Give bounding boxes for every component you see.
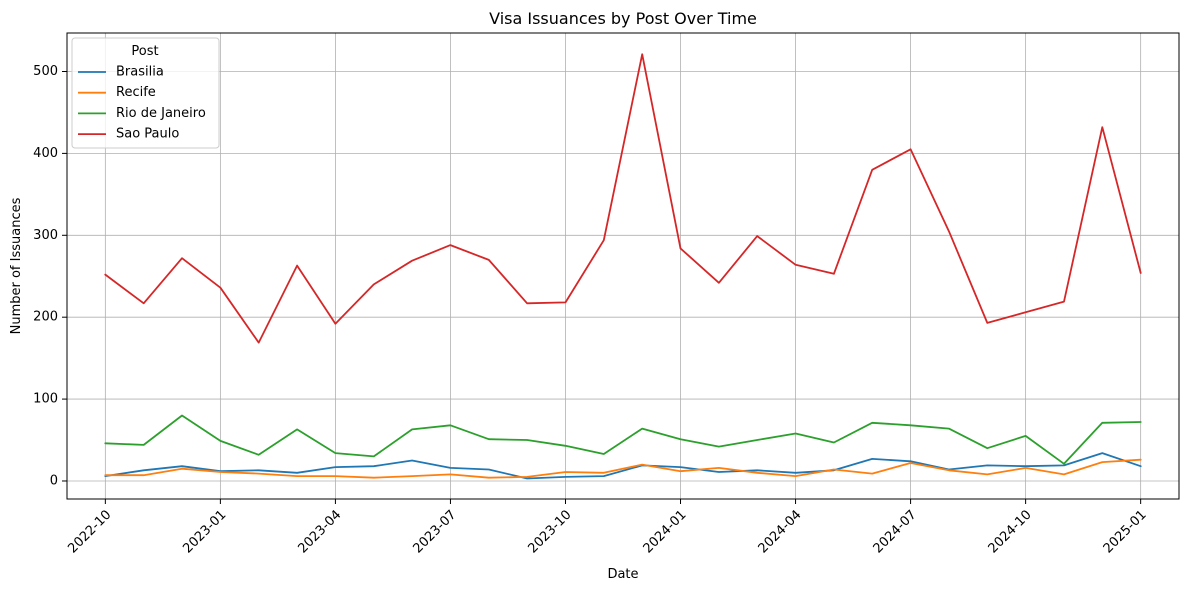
legend-title: Post: [131, 44, 158, 59]
grid-lines: [67, 33, 1179, 499]
legend-item-recife: Recife: [78, 85, 156, 100]
legend-items: Brasilia Recife Rio de Janeiro Sao Paulo: [78, 65, 206, 142]
y-tick-label: 200: [33, 310, 58, 325]
legend: Post Brasilia Recife Rio de Janeiro Sao Pau…: [71, 37, 220, 149]
plot-frame: [66, 32, 1180, 500]
series-line-recife: [104, 458, 1142, 479]
series-lines: [104, 53, 1142, 480]
legend-item-brasilia: Brasilia: [78, 65, 164, 80]
legend-box: [71, 37, 220, 149]
legend-label: Recife: [116, 85, 156, 100]
legend-label: Rio de Janeiro: [116, 106, 206, 121]
x-axis-label: Date: [607, 567, 638, 582]
legend-item-rio-de-janeiro: Rio de Janeiro: [78, 106, 206, 121]
series-line-sao-paulo: [104, 53, 1142, 344]
legend-item-sao-paulo: Sao Paulo: [78, 127, 179, 142]
series-line-brasilia: [104, 452, 1142, 480]
y-tick-label: 300: [33, 228, 58, 243]
legend-label: Brasilia: [116, 65, 164, 80]
y-tick-label: 500: [33, 64, 58, 79]
chart-title: Visa Issuances by Post Over Time: [489, 9, 757, 28]
y-axis-label: Number of Issuances: [9, 197, 24, 334]
y-tick-label: 100: [33, 392, 58, 407]
y-tick-label: 400: [33, 146, 58, 161]
y-axis-ticks: 0 100 200 300 400 500: [33, 64, 67, 488]
legend-label: Sao Paulo: [116, 127, 179, 142]
y-tick-label: 0: [50, 473, 58, 488]
series-line-rio-de-janeiro: [104, 414, 1142, 465]
